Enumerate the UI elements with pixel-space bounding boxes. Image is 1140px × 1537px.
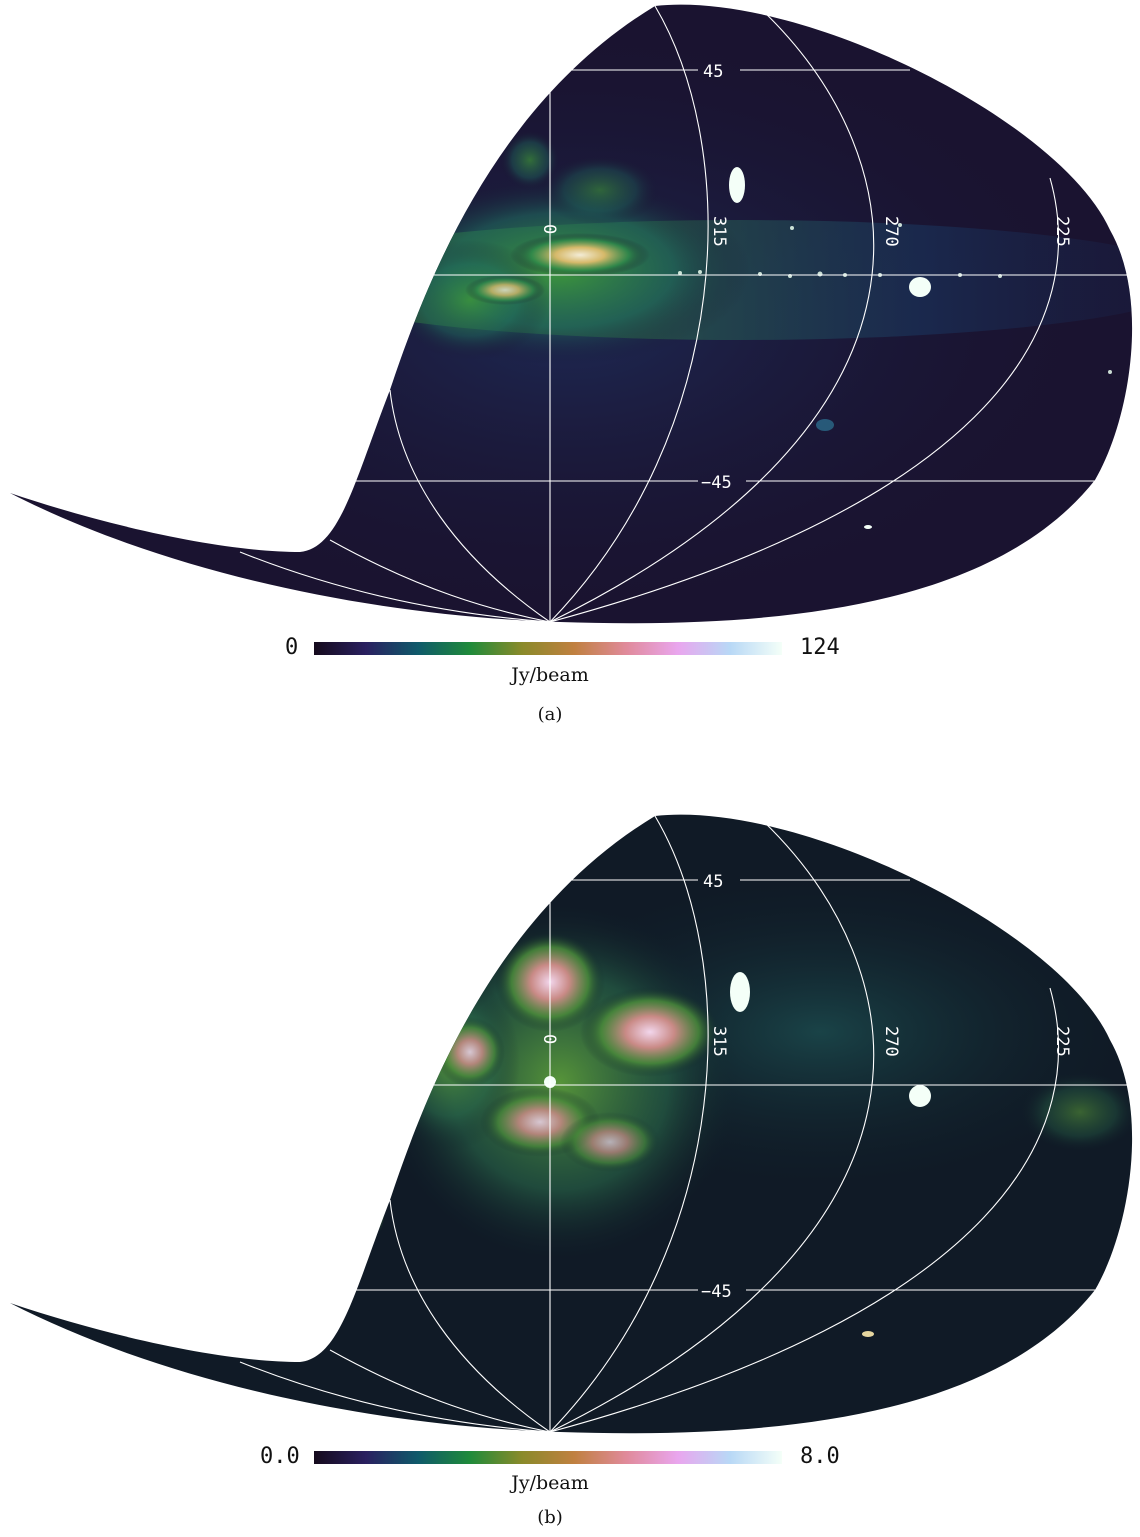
graticule-labels-b: 45 −45 0 315 270 225 <box>539 872 1072 1302</box>
colorbar-gradient <box>314 1451 782 1464</box>
lat-label-minus45: −45 <box>701 473 732 493</box>
panel-b: 45 −45 0 315 270 225 0.0 8.0 Jy/beam (b) <box>0 812 1140 1537</box>
colorbar-unit: Jy/beam <box>511 1472 589 1494</box>
lon-label-315: 315 <box>709 1026 729 1057</box>
lon-label-225: 225 <box>1052 1026 1072 1057</box>
sky-map-b: 45 −45 0 315 270 225 <box>10 814 1140 1434</box>
colorbar-b: 0.0 8.0 <box>0 1442 1140 1472</box>
colorbar-gradient <box>314 642 782 655</box>
lon-label-225: 225 <box>1052 216 1072 247</box>
colorbar-min: 0 <box>285 635 299 660</box>
lat-label-45: 45 <box>703 62 723 82</box>
colorbar-max: 124 <box>800 635 840 660</box>
lon-label-270: 270 <box>881 216 901 247</box>
sky-map-a: 45 −45 0 315 270 225 <box>10 4 1140 624</box>
colorbar-min: 0.0 <box>260 1444 300 1469</box>
colorbar-a: 0 124 <box>0 633 1140 663</box>
lon-label-315: 315 <box>709 216 729 247</box>
graticule-a <box>239 5 1140 623</box>
lat-label-45: 45 <box>703 872 723 892</box>
graticule-b <box>239 815 1140 1433</box>
lon-label-270: 270 <box>881 1026 901 1057</box>
colorbar-unit: Jy/beam <box>511 664 589 686</box>
panel-caption: (b) <box>537 1507 563 1528</box>
lat-label-minus45: −45 <box>701 1282 732 1302</box>
colorbar-max: 8.0 <box>800 1444 840 1469</box>
panel-caption: (a) <box>537 704 563 725</box>
lon-label-0: 0 <box>539 224 559 234</box>
panel-a: 45 −45 0 315 270 225 0 124 Jy/beam (a) <box>0 0 1140 760</box>
graticule-labels-a: 45 −45 0 315 270 225 <box>539 62 1072 493</box>
lon-label-0: 0 <box>539 1034 559 1044</box>
